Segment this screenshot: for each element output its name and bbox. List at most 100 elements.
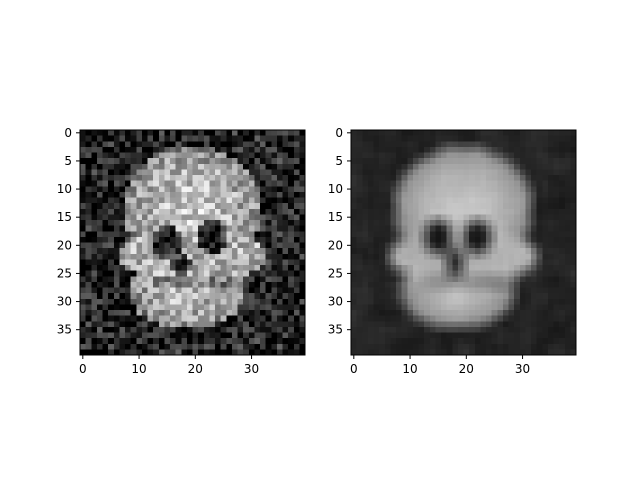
heatmap-cell [125, 310, 131, 316]
heatmap-cell [407, 169, 414, 176]
heatmap-cell [260, 169, 266, 176]
heatmap-cell [351, 310, 357, 316]
heatmap-cell [373, 169, 380, 176]
heatmap-cell [108, 146, 115, 153]
heatmap-cell [351, 197, 357, 204]
heatmap-cell [547, 163, 554, 170]
heatmap-cell [192, 152, 199, 159]
heatmap-cell [480, 203, 487, 210]
heatmap-cell [384, 349, 391, 356]
heatmap-cell [480, 169, 487, 176]
heatmap-cell [293, 281, 300, 288]
heatmap-cell [254, 276, 261, 283]
heatmap-cell [254, 231, 261, 238]
heatmap-cell [502, 304, 509, 311]
heatmap-cell [175, 146, 182, 153]
heatmap-cell [486, 203, 492, 210]
heatmap-cell [198, 270, 205, 277]
heatmap-cell [102, 332, 109, 339]
heatmap-cell [379, 158, 386, 165]
heatmap-cell [220, 203, 227, 210]
heatmap-cell [463, 169, 470, 176]
heatmap-cell [396, 214, 402, 221]
heatmap-cell [564, 152, 571, 159]
heatmap-cell [491, 141, 498, 148]
heatmap-cell [125, 242, 131, 249]
heatmap-cell [525, 287, 532, 294]
heatmap-cell [265, 259, 272, 266]
heatmap-cell [367, 197, 374, 204]
heatmap-cell [226, 208, 233, 215]
heatmap-cell [293, 321, 300, 328]
heatmap-cell [469, 253, 476, 260]
heatmap-cell [136, 191, 143, 198]
heatmap-cell [164, 130, 171, 136]
heatmap-cell [559, 225, 566, 232]
heatmap-cell [356, 141, 363, 148]
heatmap-cell [491, 175, 498, 181]
heatmap-cell [147, 298, 154, 305]
heatmap-cell [351, 175, 357, 181]
heatmap-cell [367, 321, 374, 328]
heatmap-cell [491, 253, 498, 260]
heatmap-cell [373, 349, 380, 356]
heatmap-cell [486, 349, 492, 356]
heatmap-cell [181, 349, 188, 356]
heatmap-cell [536, 236, 543, 243]
heatmap-cell [519, 186, 526, 193]
heatmap-cell [108, 332, 115, 339]
heatmap-cell [351, 276, 357, 283]
heatmap-cell [164, 146, 171, 153]
heatmap-cell [198, 259, 205, 266]
heatmap-cell [85, 287, 92, 294]
heatmap-cell [130, 203, 137, 210]
heatmap-cell [288, 175, 295, 181]
heatmap-cell [564, 180, 571, 187]
heatmap-cell [85, 304, 92, 311]
heatmap-cell [96, 315, 103, 322]
heatmap-cell [113, 332, 120, 339]
heatmap-cell [108, 315, 115, 322]
heatmap-cell [125, 214, 131, 221]
heatmap-cell [519, 259, 526, 266]
heatmap-cell [288, 304, 295, 311]
heatmap-cell [293, 225, 300, 232]
heatmap-cell [559, 242, 566, 249]
heatmap-cell [198, 191, 205, 198]
heatmap-cell [260, 158, 266, 165]
heatmap-cell [282, 349, 289, 356]
heatmap-cell [491, 130, 498, 136]
heatmap-cell [271, 315, 278, 322]
heatmap-cell [379, 180, 386, 187]
heatmap-cell [536, 135, 543, 142]
heatmap-cell [243, 343, 250, 350]
heatmap-cell [186, 152, 193, 159]
heatmap-cell [80, 175, 86, 181]
heatmap-cell [424, 175, 431, 181]
heatmap-cell [457, 186, 464, 193]
heatmap-cell [80, 135, 86, 142]
heatmap-cell [570, 208, 577, 215]
heatmap-cell [91, 242, 98, 249]
heatmap-cell [373, 203, 380, 210]
heatmap-cell [491, 231, 498, 238]
heatmap-cell [147, 197, 154, 204]
heatmap-cell [367, 158, 374, 165]
heatmap-cell [91, 220, 98, 226]
heatmap-cell [474, 169, 481, 176]
heatmap-cell [356, 248, 363, 255]
heatmap-cell [293, 169, 300, 176]
heatmap-cell [463, 242, 470, 249]
x-tick-label: 30 [515, 362, 530, 376]
heatmap-cell [209, 175, 216, 181]
heatmap-cell [181, 253, 188, 260]
heatmap-cell [547, 135, 554, 142]
heatmap-cell [203, 304, 210, 311]
heatmap-cell [276, 293, 283, 300]
heatmap-cell [418, 203, 425, 210]
heatmap-cell [215, 310, 221, 316]
heatmap-cell [514, 130, 521, 136]
heatmap-cell [508, 304, 515, 311]
heatmap-cell [469, 265, 476, 271]
heatmap-cell [519, 349, 526, 356]
